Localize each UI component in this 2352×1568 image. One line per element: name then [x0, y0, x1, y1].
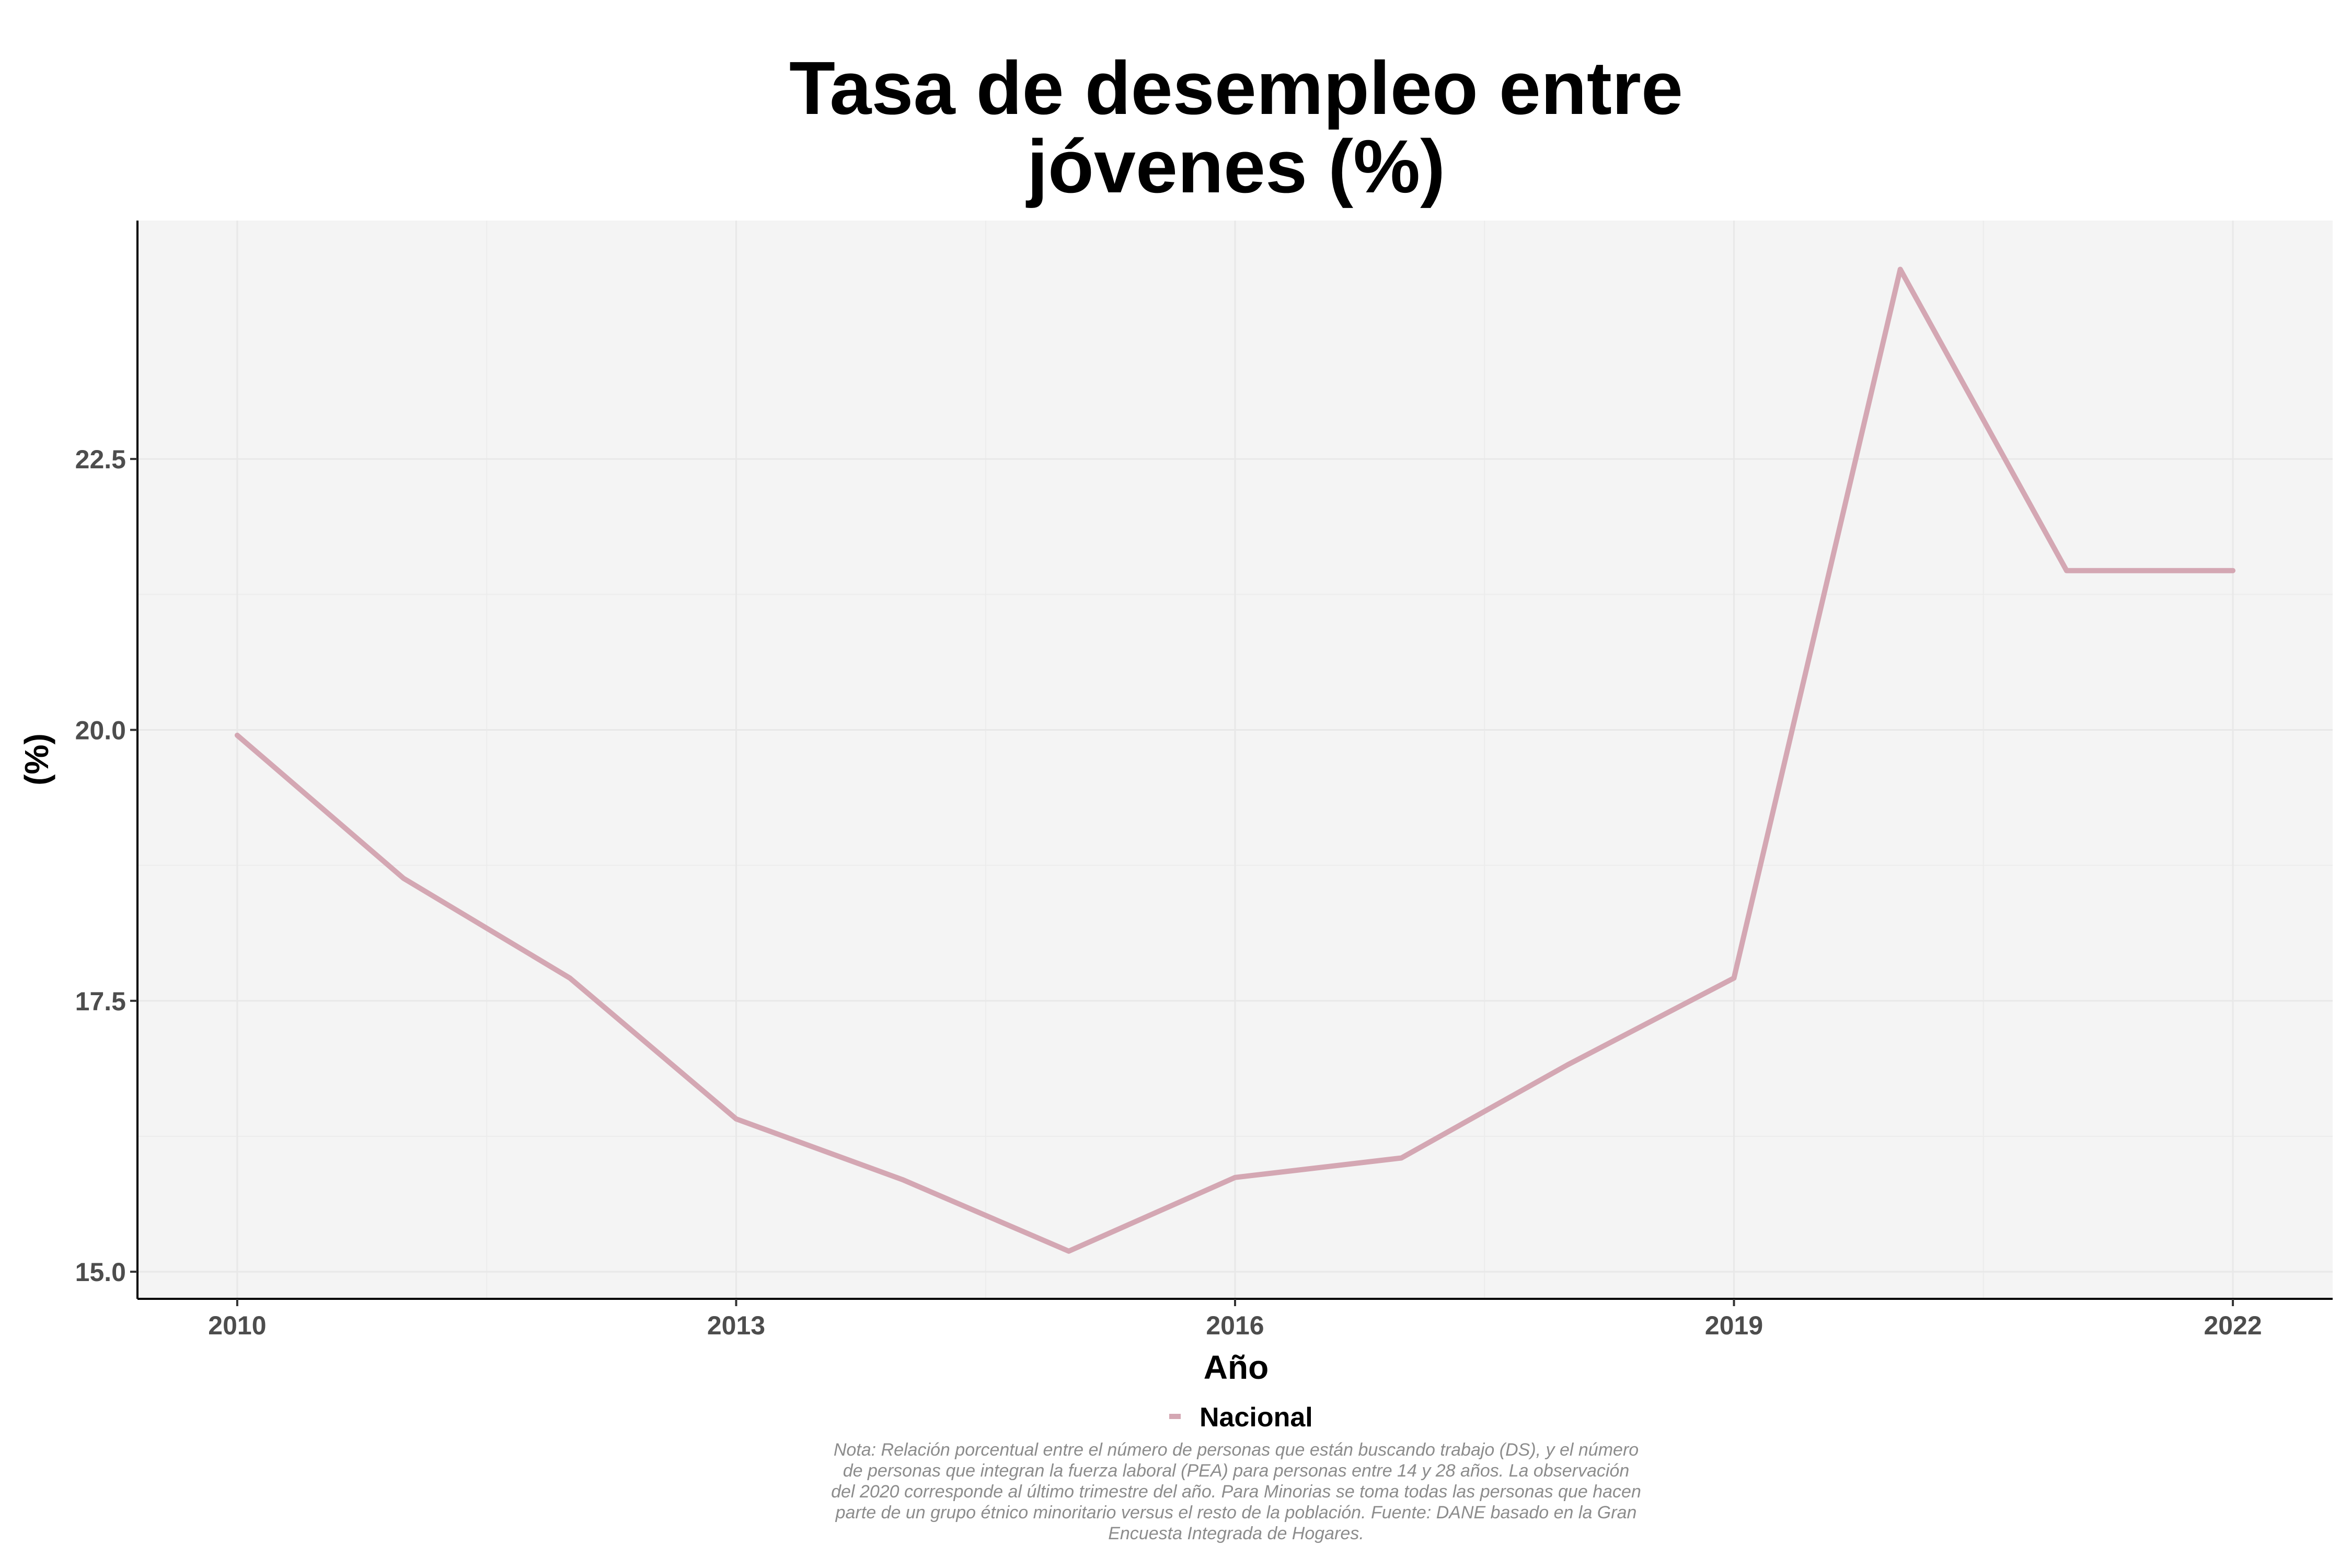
x-axis-title: Año	[1204, 1348, 1269, 1386]
x-tick-label: 2022	[2204, 1311, 2262, 1340]
x-tick-label: 2019	[1705, 1311, 1763, 1340]
y-tick-label: 17.5	[75, 987, 126, 1016]
chart-title-line-2: jóvenes (%)	[1025, 124, 1445, 209]
gridlines	[137, 221, 2333, 1299]
y-axis-title: (%)	[18, 733, 55, 786]
x-tick-label: 2016	[1206, 1311, 1264, 1340]
x-tick-label: 2010	[208, 1311, 266, 1340]
caption-line-2: de personas que integran la fuerza labor…	[843, 1461, 1630, 1481]
x-tick-label: 2013	[707, 1311, 765, 1340]
chart-title-line-1: Tasa de desempleo entre	[789, 46, 1683, 130]
caption: Nota: Relación porcentual entre el númer…	[831, 1440, 1641, 1543]
y-tick-label: 20.0	[75, 716, 126, 745]
caption-line-1: Nota: Relación porcentual entre el númer…	[834, 1440, 1639, 1460]
legend-label-nacional: Nacional	[1200, 1402, 1313, 1433]
y-ticks: 15.0 17.5 20.0 22.5	[75, 445, 137, 1287]
caption-line-5: Encuesta Integrada de Hogares.	[1108, 1524, 1364, 1543]
x-ticks: 2010 2013 2016 2019 2022	[208, 1299, 2262, 1340]
caption-line-4: parte de un grupo étnico minoritario ver…	[835, 1503, 1637, 1523]
y-tick-label: 22.5	[75, 445, 126, 474]
caption-line-3: del 2020 corresponde al último trimestre…	[831, 1482, 1641, 1502]
series-line-nacional	[234, 267, 2236, 1254]
y-tick-label: 15.0	[75, 1258, 126, 1287]
legend: Nacional	[1169, 1402, 1313, 1433]
